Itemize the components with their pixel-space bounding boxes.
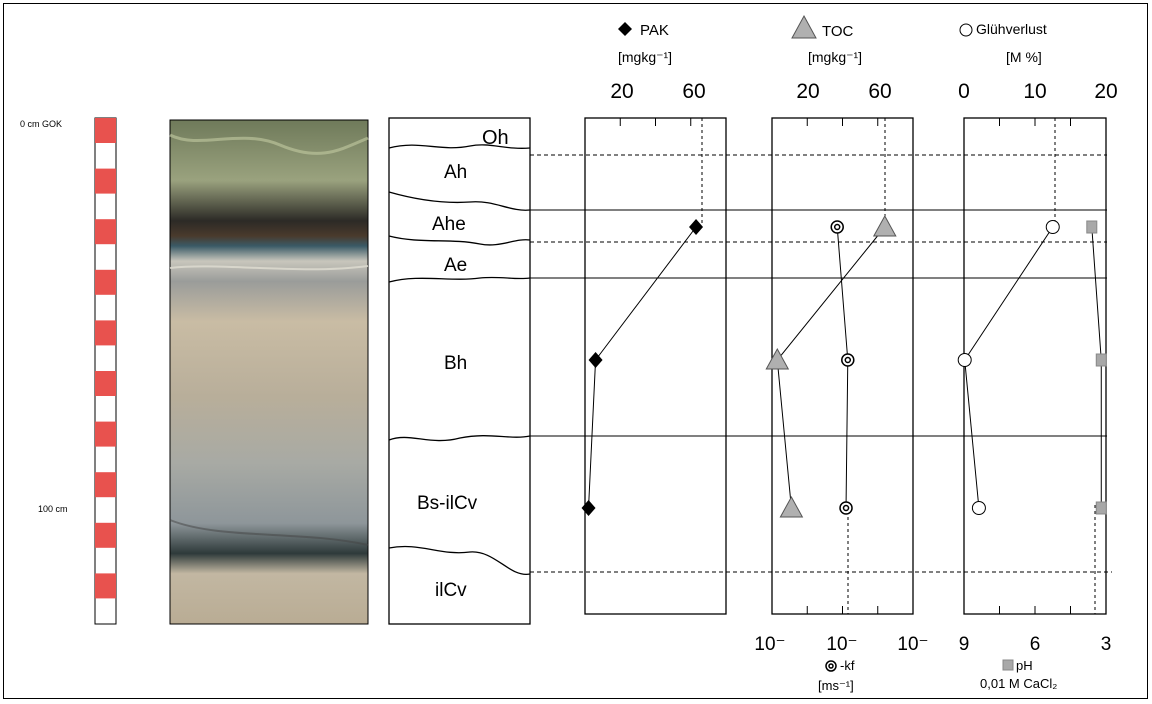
toc-unit: [mgkg⁻¹] [808, 49, 862, 65]
scale-segment-red [95, 472, 116, 498]
gluehverlust-point [1045, 220, 1060, 234]
kf-legend-marker [825, 660, 837, 672]
scale-segment-red [95, 522, 116, 548]
figure-frame [3, 3, 1148, 699]
scale-segment-red [95, 168, 116, 194]
horizon-label: Ahe [432, 214, 466, 235]
kf-legend-label: -kf [840, 658, 855, 673]
top-tick-label: 60 [682, 80, 705, 103]
pak-point [588, 352, 603, 368]
series-line [1091, 226, 1102, 508]
series-line [588, 226, 697, 509]
series-line [836, 226, 849, 509]
ph-legend-label: pH [1016, 658, 1033, 673]
scale-top-label: 0 cm GOK [20, 119, 62, 129]
series-line [776, 226, 886, 509]
kf-point [841, 353, 855, 367]
pak-legend-marker [618, 22, 632, 36]
kf-point [830, 220, 844, 234]
depth-scale-bar [94, 117, 117, 625]
toc-point [872, 214, 897, 237]
toc-panel [771, 117, 914, 615]
top-tick-label: 0 [958, 80, 970, 103]
top-tick-label: 20 [610, 80, 633, 103]
scale-segment-red [95, 573, 116, 599]
gluehverlust-legend-label: Glühverlust [976, 21, 1047, 37]
gluehverlust-point [957, 353, 972, 367]
ph-legend-sub: 0,01 M CaCl₂ [980, 676, 1057, 691]
top-tick-label: 10 [1023, 80, 1046, 103]
scale-segment-red [95, 118, 116, 143]
pak-unit: [mgkg⁻¹] [618, 49, 672, 65]
scale-segment-red [95, 421, 116, 447]
pak-point [689, 219, 704, 235]
bottom-tick-label: 3 [1101, 634, 1112, 655]
ph-point [1095, 501, 1107, 515]
bottom-tick-label: 10⁻ [897, 634, 928, 655]
gluehverlust-unit: [M %] [1006, 49, 1042, 65]
pak-point [581, 500, 596, 516]
series-line [964, 226, 1054, 509]
horizon-label: Bh [444, 353, 467, 374]
toc-legend-label: TOC [822, 23, 854, 40]
toc-point [779, 495, 804, 518]
ph-legend-marker [1002, 659, 1014, 671]
gluehverlust-panel [963, 117, 1107, 615]
toc-point [765, 347, 790, 370]
soil-photo [169, 119, 369, 625]
pak-panel [584, 117, 727, 615]
pak-legend-label: PAK [640, 22, 669, 39]
bottom-tick-label: 9 [959, 634, 970, 655]
bottom-tick-label: 6 [1030, 634, 1041, 655]
scale-depth-label: 100 cm [38, 504, 68, 514]
gluehverlust-point [971, 501, 986, 515]
ph-point [1095, 353, 1107, 367]
horizon-label: Ae [444, 255, 467, 276]
scale-segment-red [95, 320, 116, 346]
horizon-label: ilCv [435, 580, 467, 601]
top-tick-label: 20 [796, 80, 819, 103]
top-tick-label: 20 [1094, 80, 1117, 103]
toc-legend-marker [791, 14, 817, 39]
top-tick-label: 60 [868, 80, 891, 103]
scale-segment-red [95, 219, 116, 245]
gluehverlust-legend-marker [959, 23, 973, 37]
horizon-column [388, 117, 531, 625]
horizon-boundaries [530, 154, 1112, 573]
bottom-tick-label: 10⁻ [826, 634, 857, 655]
ph-point [1086, 220, 1098, 234]
bottom-tick-label: 10⁻ [754, 634, 785, 655]
horizon-label: Ah [444, 162, 467, 183]
kf-unit: [ms⁻¹] [818, 678, 854, 693]
horizon-label: Oh [482, 127, 509, 149]
scale-segment-red [95, 269, 116, 295]
kf-point [839, 501, 853, 515]
horizon-label: Bs-ilCv [417, 493, 478, 514]
scale-segment-red [95, 371, 116, 396]
